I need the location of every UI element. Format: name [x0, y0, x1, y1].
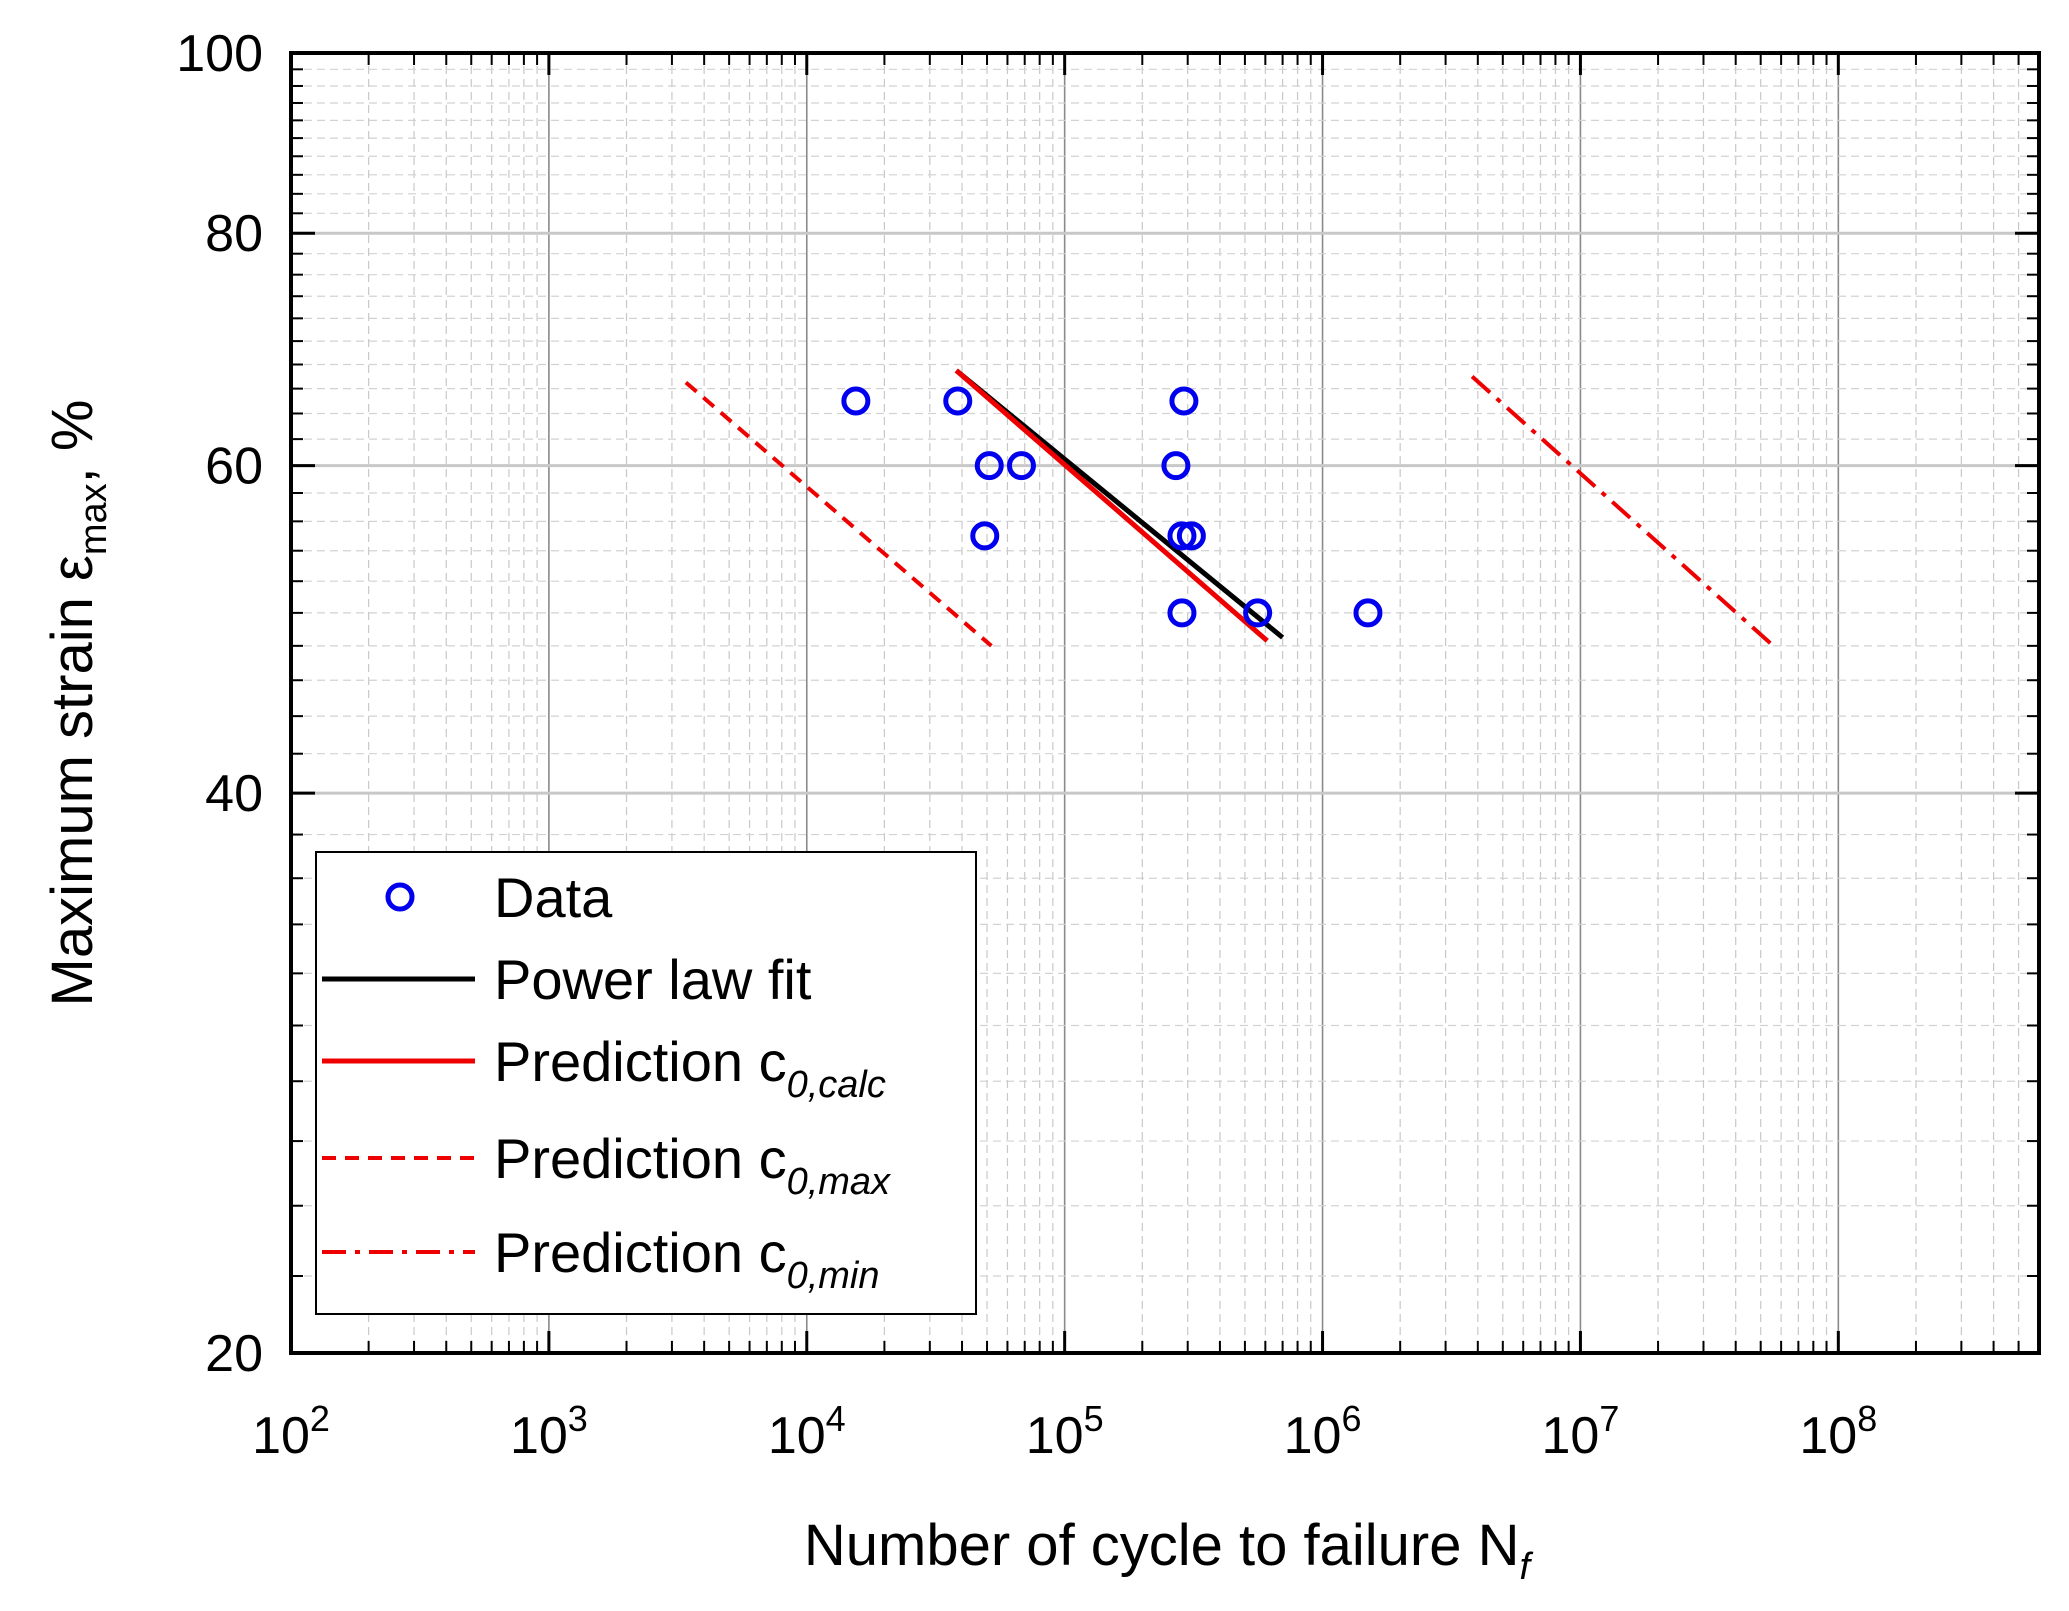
series-line-3 [684, 380, 993, 648]
x-tick-label-base: 10 [768, 1407, 826, 1465]
legend-entry-prediction-min: Prediction c0,min [322, 1221, 880, 1297]
y-axis-title-text: Maximum strain ε [40, 555, 105, 1006]
x-tick-label-exponent: 5 [1084, 1398, 1104, 1439]
x-tick-label: 108 [1799, 1398, 1877, 1465]
x-tick-label-base: 10 [1799, 1407, 1857, 1465]
legend-entry-data: Data [385, 866, 613, 929]
y-tick-label: 60 [205, 438, 263, 496]
data-point [1161, 451, 1191, 481]
x-tick-label-base: 10 [1026, 1407, 1084, 1465]
legend-marker-data [385, 882, 415, 912]
x-tick-label: 107 [1541, 1398, 1619, 1465]
x-axis-title: Number of cycle to failure Nf [804, 1513, 1534, 1588]
y-tick-label: 20 [205, 1325, 263, 1383]
series-line-4 [1470, 375, 1775, 648]
legend-label-prediction-min: Prediction c0,min [494, 1221, 880, 1297]
x-tick-label-exponent: 6 [1341, 1398, 1361, 1439]
x-tick-label-base: 10 [1541, 1407, 1599, 1465]
legend-box [315, 851, 977, 1315]
x-axis-title-subscript: f [1520, 1546, 1534, 1588]
legend-label-prediction-max: Prediction c0,max [494, 1127, 892, 1203]
x-tick-label: 104 [768, 1398, 846, 1465]
data-point [943, 386, 973, 416]
series-line-2 [954, 368, 1269, 643]
data-point [1167, 598, 1197, 628]
y-axis-title-unit: , % [40, 400, 105, 484]
y-tick-label: 40 [205, 765, 263, 823]
data-point [1006, 451, 1036, 481]
legend: Data Power law fit Prediction c0,calc Pr… [315, 851, 977, 1315]
data-point [1169, 386, 1199, 416]
x-tick-label-exponent: 2 [310, 1398, 330, 1439]
y-axis-title: Maximum strain εmax, % [40, 400, 115, 1007]
legend-label-power-law-fit: Power law fit [494, 948, 812, 1011]
legend-entry-power-law-fit: Power law fit [322, 948, 812, 1011]
legend-entry-prediction-calc: Prediction c0,calc [322, 1030, 886, 1106]
x-tick-label: 103 [510, 1398, 588, 1465]
x-tick-label-exponent: 7 [1599, 1398, 1619, 1439]
x-axis-title-text: Number of cycle to failure N [804, 1513, 1520, 1578]
x-tick-label: 105 [1026, 1398, 1104, 1465]
x-tick-label-base: 10 [1284, 1407, 1342, 1465]
data-point [1176, 521, 1206, 551]
y-tick-label: 80 [205, 205, 263, 263]
x-tick-label-exponent: 8 [1857, 1398, 1877, 1439]
axis-ticks [289, 51, 2040, 1355]
plot-series [684, 368, 1775, 648]
y-axis-title-subscript: max [73, 483, 115, 555]
y-tick-label: 100 [176, 25, 263, 83]
x-tick-label-exponent: 4 [826, 1398, 846, 1439]
legend-label-data: Data [494, 866, 613, 929]
x-tick-label-base: 10 [510, 1407, 568, 1465]
data-point [974, 451, 1004, 481]
legend-entry-prediction-max: Prediction c0,max [322, 1127, 892, 1203]
x-tick-label-exponent: 3 [568, 1398, 588, 1439]
data-point [1167, 521, 1197, 551]
plot-frame [289, 51, 2041, 1355]
x-tick-label-base: 10 [252, 1407, 310, 1465]
data-point [1353, 598, 1383, 628]
data-point [1243, 598, 1273, 628]
data-point [841, 386, 871, 416]
legend-label-prediction-calc: Prediction c0,calc [494, 1030, 886, 1106]
x-tick-label: 102 [252, 1398, 330, 1465]
data-point [970, 521, 1000, 551]
x-tick-label: 106 [1284, 1398, 1362, 1465]
